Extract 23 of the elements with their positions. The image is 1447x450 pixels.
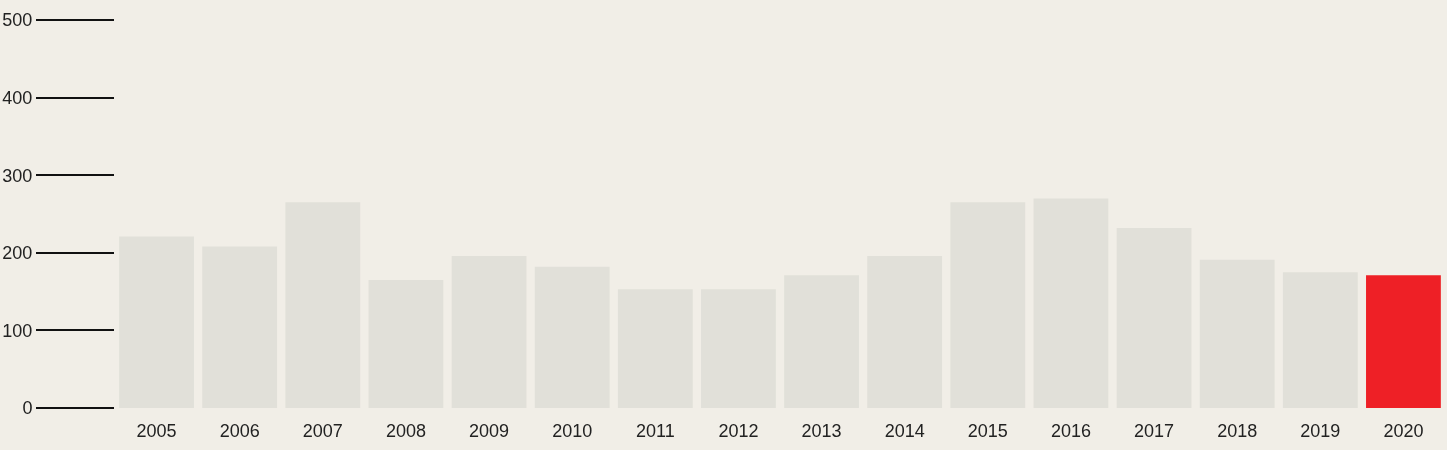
x-tick-label: 2010 <box>552 420 593 441</box>
x-tick-label: 2011 <box>635 420 675 441</box>
y-tick-label: 400 <box>2 87 33 108</box>
x-tick-label: 2006 <box>219 420 260 441</box>
y-tick-label: 300 <box>2 165 33 186</box>
x-tick-label: 2007 <box>302 420 343 441</box>
y-tick-label: 100 <box>2 320 33 341</box>
x-tick-label: 2017 <box>1134 420 1175 441</box>
x-tick-label: 2009 <box>469 420 510 441</box>
x-tick-label: 2014 <box>884 420 925 441</box>
x-tick-label: 2012 <box>718 420 759 441</box>
x-tick-label: 2016 <box>1050 420 1091 441</box>
x-tick-label: 2005 <box>136 420 177 441</box>
x-tick-label: 2008 <box>385 420 426 441</box>
x-tick-label: 2013 <box>801 420 842 441</box>
y-tick-label: 0 <box>22 398 33 419</box>
bar <box>1366 275 1441 408</box>
y-tick-label: 500 <box>2 10 33 31</box>
y-tick-label: 200 <box>2 243 33 264</box>
x-tick-label: 2020 <box>1383 420 1424 441</box>
x-tick-label: 2019 <box>1300 420 1341 441</box>
x-tick-label: 2015 <box>967 420 1008 441</box>
x-tick-label: 2018 <box>1217 420 1258 441</box>
